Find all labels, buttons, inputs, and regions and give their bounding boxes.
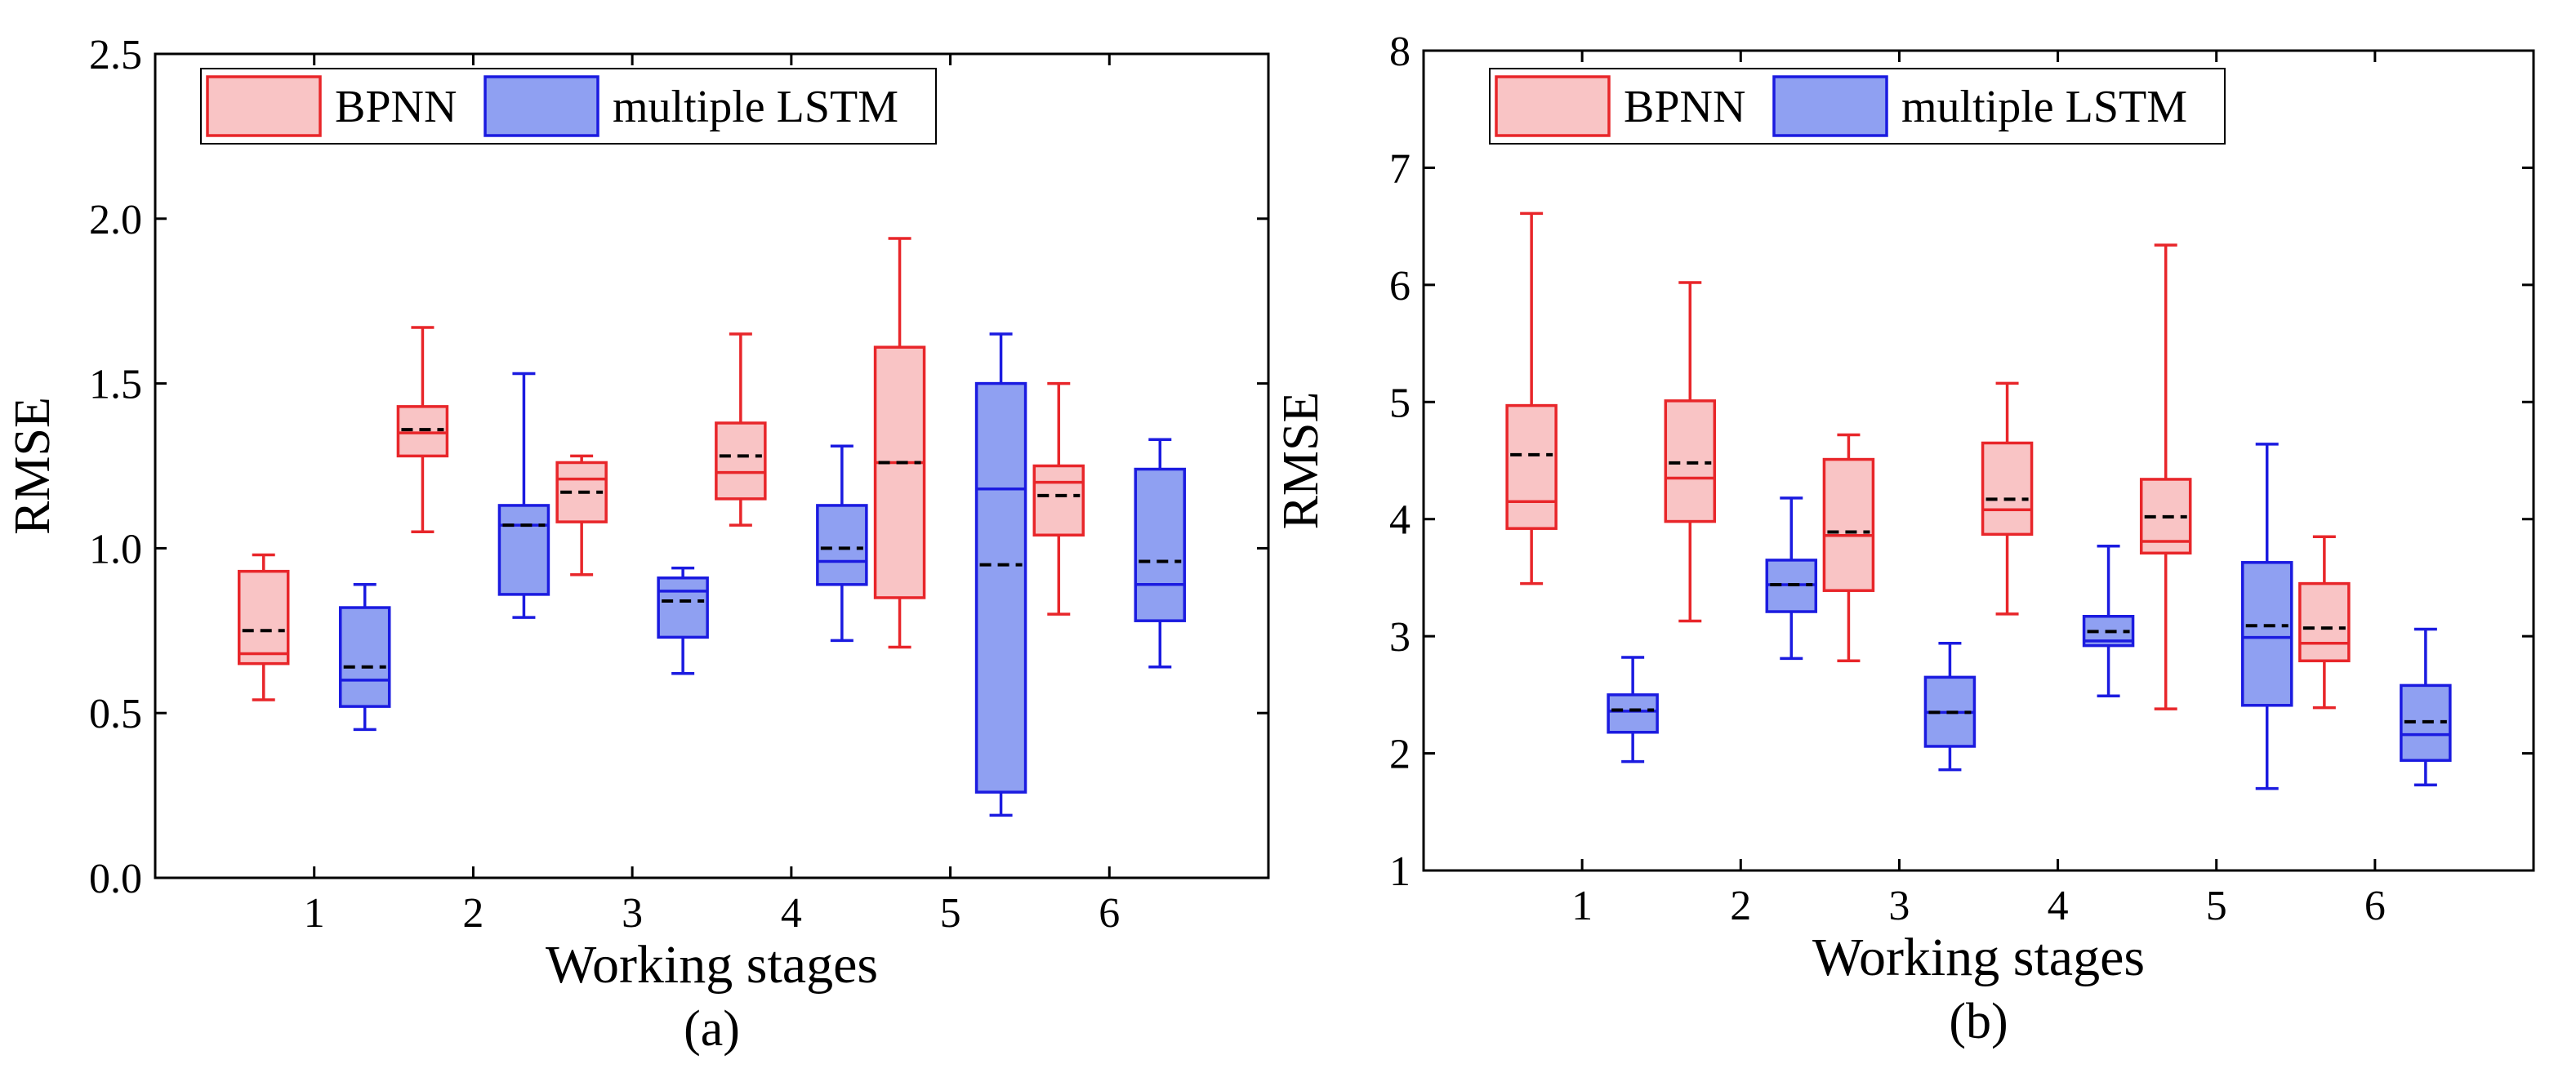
legend-label-multiple-lstm: multiple LSTM (613, 82, 898, 132)
box-stage-6 (2298, 535, 2351, 710)
series-bpnn (1505, 211, 2351, 710)
x-tick-label: 1 (304, 890, 325, 937)
y-tick-label: 1.5 (89, 362, 142, 408)
box-stage-6 (1134, 438, 1187, 669)
box-stage-6 (1032, 381, 1085, 616)
iqr-box (1981, 441, 2034, 536)
y-tick-label: 2 (1389, 732, 1411, 778)
box-stage-3 (555, 454, 608, 577)
x-tick-label: 3 (1888, 883, 1910, 929)
y-tick-label: 7 (1389, 145, 1411, 192)
legend-swatch-bpnn (1495, 75, 1611, 137)
plot-frame (154, 52, 1270, 879)
y-tick-label: 1.0 (89, 526, 142, 572)
box-stage-4 (715, 332, 767, 527)
y-axis-title: RMSE (5, 397, 60, 535)
box-stage-5 (2139, 243, 2192, 710)
figure-caption: (a) (684, 1001, 740, 1057)
box-stage-3 (657, 566, 709, 675)
y-tick-label: 0.5 (89, 691, 142, 737)
box-stage-1 (1505, 211, 1558, 585)
box-stage-2 (1664, 281, 1717, 623)
box-stage-2 (1765, 496, 1818, 661)
series-bpnn (237, 237, 1085, 701)
iqr-box (974, 381, 1027, 794)
iqr-box (1505, 403, 1558, 530)
iqr-box (657, 576, 709, 639)
legend: BPNN multiple LSTM (200, 68, 937, 145)
x-tick-label: 3 (622, 890, 643, 937)
iqr-box (2240, 561, 2293, 707)
y-tick-label: 2.5 (89, 32, 142, 78)
box-stage-4 (1981, 381, 2034, 616)
chart-b: 1 2 3 4 5 6 7 8 1 2 3 4 5 6 Working stages (b) RMSE BPNN m… (1273, 29, 2535, 1049)
legend-label-bpnn: BPNN (1624, 82, 1745, 132)
box-stage-5 (974, 332, 1027, 817)
iqr-box (1134, 467, 1187, 622)
x-tick-label: 4 (781, 890, 802, 937)
legend-swatch-multiple-lstm (484, 75, 599, 137)
box-stage-6 (2400, 627, 2452, 787)
iqr-box (1032, 464, 1085, 537)
box-stage-5 (2240, 443, 2293, 790)
chart-a: 0.0 0.5 1.0 1.5 2.0 2.5 1 2 3 4 5 6 Working stages (a… (5, 32, 1270, 1057)
iqr-box (1822, 457, 1875, 592)
box-stage-3 (1822, 433, 1875, 663)
iqr-box (1664, 399, 1717, 523)
x-tick-label: 4 (2048, 883, 2069, 929)
x-tick-label: 2 (1730, 883, 1751, 929)
iqr-box (816, 504, 868, 586)
box-stage-5 (873, 237, 926, 649)
y-tick-label: 4 (1389, 497, 1411, 544)
iqr-box (2298, 581, 2351, 663)
iqr-box (715, 421, 767, 501)
iqr-box (873, 345, 926, 599)
box-stage-2 (396, 326, 449, 533)
y-tick-label: 2.0 (89, 197, 142, 243)
box-stage-3 (1923, 641, 1977, 772)
iqr-box (1607, 693, 1659, 734)
y-tick-label: 8 (1389, 29, 1411, 75)
iqr-box (497, 504, 550, 596)
legend: BPNN multiple LSTM (1489, 68, 2226, 145)
x-tick-label: 2 (462, 890, 484, 937)
iqr-box (396, 405, 449, 458)
plot-frame (1422, 49, 2535, 872)
y-tick-label: 0.0 (89, 856, 142, 902)
y-tick-label: 1 (1389, 848, 1411, 895)
legend-label-multiple-lstm: multiple LSTM (1901, 82, 2187, 132)
legend-label-bpnn: BPNN (335, 82, 457, 132)
y-tick-label: 5 (1389, 380, 1411, 426)
series-multiple-lstm (338, 332, 1187, 817)
x-tick-label: 6 (1099, 890, 1120, 937)
box-stage-1 (237, 553, 290, 701)
iqr-box (237, 569, 290, 666)
y-tick-label: 3 (1389, 614, 1411, 661)
legend-swatch-multiple-lstm (1772, 75, 1888, 137)
figure-caption: (b) (1949, 994, 2008, 1049)
x-axis-title: Working stages (1812, 928, 2145, 987)
box-stage-1 (1607, 656, 1659, 764)
box-stage-1 (338, 583, 391, 732)
y-axis-title: RMSE (1273, 392, 1329, 530)
iqr-box (338, 606, 391, 708)
x-tick-label: 5 (940, 890, 961, 937)
x-tick-label: 5 (2206, 883, 2227, 929)
y-tick-label: 6 (1389, 263, 1411, 309)
x-tick-label: 6 (2364, 883, 2386, 929)
x-axis-title: Working stages (546, 935, 878, 995)
x-tick-label: 1 (1571, 883, 1593, 929)
box-stage-2 (497, 372, 550, 619)
series-multiple-lstm (1607, 443, 2452, 790)
box-stage-4 (816, 444, 868, 643)
box-stage-4 (2082, 544, 2135, 698)
legend-swatch-bpnn (206, 75, 322, 137)
